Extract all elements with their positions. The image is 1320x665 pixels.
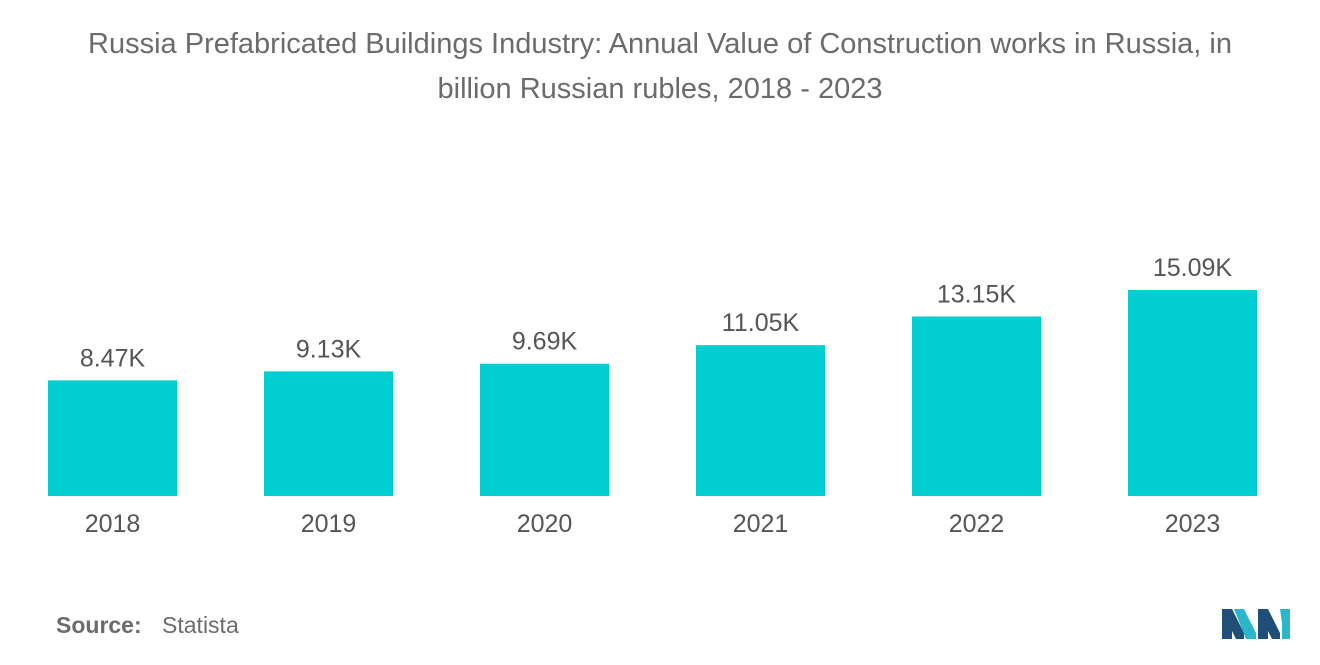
bar-2018: [48, 380, 177, 496]
data-label-2023: 15.09K: [1153, 254, 1233, 282]
bar-2021: [696, 345, 825, 496]
data-label-2020: 9.69K: [512, 328, 578, 356]
data-label-2018: 8.47K: [80, 344, 146, 372]
x-tick-label-2023: 2023: [1165, 510, 1221, 538]
chart-title: Russia Prefabricated Buildings Industry:…: [0, 22, 1320, 112]
x-tick-label-2021: 2021: [733, 510, 789, 538]
bar-2019: [264, 371, 393, 496]
bar-2020: [480, 363, 609, 496]
chart-title-line-1: Russia Prefabricated Buildings Industry:…: [88, 28, 1232, 60]
bar-2023: [1128, 290, 1257, 496]
data-label-2019: 9.13K: [296, 335, 362, 363]
chart-title-line-2: billion Russian rubles, 2018 - 2023: [437, 73, 883, 105]
x-tick-label-2020: 2020: [517, 510, 573, 538]
mordor-intelligence-logo-icon: [1222, 609, 1290, 639]
source-label: Source:: [56, 612, 142, 638]
data-label-2021: 11.05K: [722, 309, 800, 337]
bar-chart: 8.47K 2018 9.13K 2019 9.69K 2020 11.05K 2021 13.…: [48, 254, 1257, 538]
source-value: Statista: [162, 612, 239, 638]
x-tick-label-2019: 2019: [301, 510, 357, 538]
source-note: Source: Statista: [56, 612, 239, 639]
x-tick-label-2022: 2022: [949, 510, 1005, 538]
data-label-2022: 13.15K: [937, 280, 1017, 308]
bar-2022: [912, 316, 1041, 496]
x-tick-label-2018: 2018: [85, 510, 141, 538]
